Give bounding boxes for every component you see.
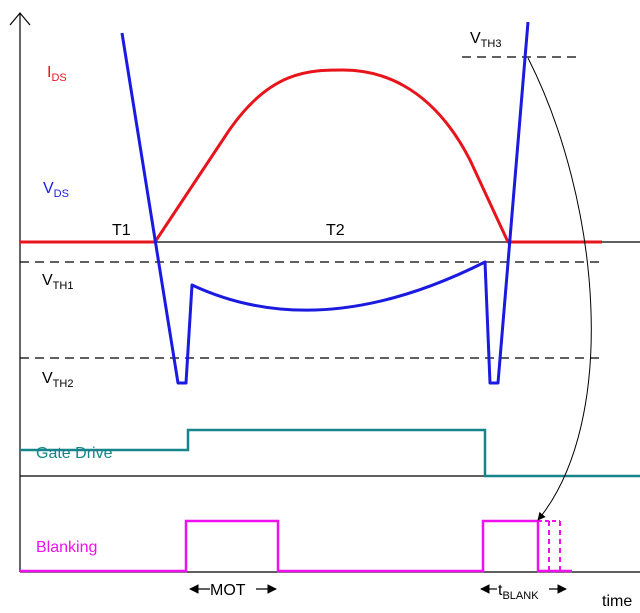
tblank-label: tBLANK (498, 582, 539, 602)
thresholds (20, 56, 605, 359)
blanking-label: Blanking (36, 539, 97, 556)
gate-drive-label: Gate Drive (36, 445, 113, 462)
t1-label: T1 (112, 222, 131, 239)
time-label: time (602, 593, 632, 610)
blanking-dashed-extension (538, 520, 561, 571)
blanking-waveform (20, 519, 572, 573)
vth2-label: VTH2 (42, 370, 73, 390)
y-axis-arrow-icon (9, 12, 31, 26)
vth3-to-blanking-arrow (527, 57, 592, 521)
mot-label: MOT (210, 582, 246, 599)
vth3-label: VTH3 (470, 30, 501, 50)
gate-drive-waveform (20, 428, 640, 478)
ids-label: IDS (47, 64, 67, 84)
vth1-label: VTH1 (42, 272, 73, 292)
t2-label: T2 (326, 222, 345, 239)
mot-dimension: MOT (189, 582, 277, 599)
vds-label: VDS (43, 180, 69, 200)
ids-waveform (20, 68, 602, 244)
vds-waveform (120, 21, 530, 385)
tblank-dimension: tBLANK (480, 582, 567, 602)
